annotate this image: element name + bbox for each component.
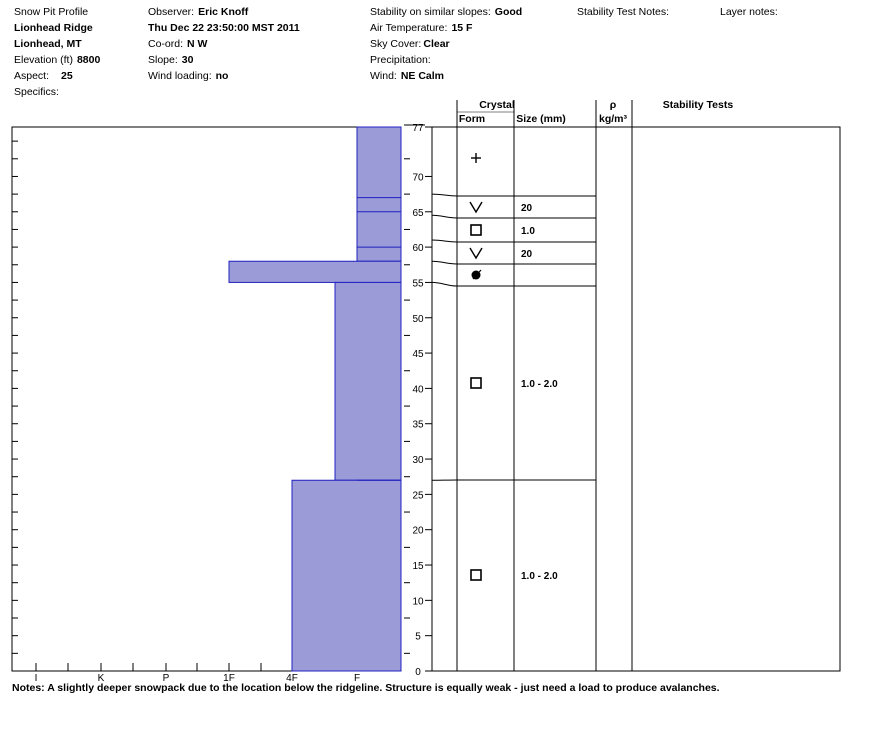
layer-table-frame [431, 126, 841, 672]
density-header: ρ [610, 99, 617, 111]
crystal-form-square-icon [470, 224, 482, 236]
stability-test-notes-label: Stability Test Notes: [577, 6, 670, 18]
crystal-size-value: 20 [521, 203, 533, 214]
depth-tick-label: 10 [412, 596, 424, 607]
wind-loading-label: Wind loading: [148, 70, 212, 82]
aspect-label: Aspect: [14, 70, 50, 82]
coord-label: Co-ord: [148, 38, 184, 50]
crystal-size-value: 1.0 [521, 226, 535, 237]
sky-cover-value: Clear [423, 38, 450, 50]
hardness-bar [228, 260, 402, 283]
specifics-label: Specifics: [14, 86, 59, 98]
hardness-bar [334, 281, 402, 481]
hardness-tick-label: I [35, 673, 38, 684]
crystal-size-value: 20 [521, 249, 533, 260]
depth-axis: 0 5 10 15 20 25 30 35 40 45 50 55 60 65 70 77 [404, 123, 433, 678]
depth-tick-label: 65 [412, 208, 424, 219]
stability-label: Stability on similar slopes: [370, 6, 491, 18]
size-header: Size (mm) [516, 113, 566, 125]
slope-field: Slope: 30 [148, 54, 193, 67]
depth-tick-label: 55 [412, 278, 424, 289]
density-unit: kg/m³ [599, 113, 628, 125]
stability-tests-header: Stability Tests [663, 99, 734, 111]
location-name: Lionhead Ridge [14, 22, 93, 34]
depth-tick-label: 25 [412, 490, 424, 501]
sky-cover-field: Sky Cover: Clear [370, 38, 450, 51]
stability-value: Good [494, 6, 523, 18]
hardness-bar [291, 479, 402, 672]
depth-tick-label: 45 [412, 349, 424, 360]
observer-label: Observer: [148, 6, 195, 18]
depth-tick-label: 5 [415, 632, 421, 643]
depth-tick-label: 70 [412, 172, 424, 183]
profile-title: Snow Pit Profile [14, 6, 89, 18]
wind-loading-value: no [215, 70, 229, 82]
crystal-form-square-icon [470, 569, 482, 581]
coord-field: Co-ord: N W [148, 38, 207, 51]
depth-tick-label: 0 [415, 667, 421, 678]
layer-notes-label: Layer notes: [720, 6, 778, 18]
elevation-field: Elevation (ft) 8800 [14, 54, 100, 67]
hardness-tick-label: K [98, 673, 105, 684]
air-temp-label: Air Temperature: [370, 22, 448, 34]
air-temp-value: 15 F [451, 22, 473, 34]
crystal-form-square-icon [470, 377, 482, 389]
slope-label: Slope: [148, 54, 178, 66]
crystal-size-value: 1.0 - 2.0 [521, 571, 558, 582]
depth-connector [431, 239, 458, 243]
hardness-bar [356, 126, 402, 262]
depth-tick-label: 35 [412, 420, 424, 431]
depth-tick-label: 50 [412, 314, 424, 325]
hardness-bars [228, 126, 402, 672]
depth-tick-label: 40 [412, 384, 424, 395]
depth-tick-label: 60 [412, 243, 424, 254]
observer-value: Eric Knoff [198, 6, 249, 18]
aspect-value: 25 [61, 70, 73, 82]
crystal-form-crust-icon [472, 269, 482, 280]
crystal-form-facet-icon [469, 247, 483, 260]
coord-value: N W [187, 38, 208, 50]
wind-loading-field: Wind loading: no [148, 70, 228, 83]
hardness-tick-label: 4F [286, 673, 298, 684]
sky-cover-label: Sky Cover: [370, 38, 422, 50]
depth-connector [431, 193, 458, 197]
depth-tick-label: 15 [412, 561, 424, 572]
hardness-tick-label: P [163, 673, 170, 684]
crystal-header: Crystal [479, 99, 515, 111]
elevation-label: Elevation (ft) [14, 54, 73, 66]
stability-field: Stability on similar slopes: Good [370, 6, 522, 19]
depth-connector [431, 260, 458, 265]
precipitation-label: Precipitation: [370, 54, 431, 66]
aspect-field: Aspect: 25 [14, 70, 73, 83]
depth-tick-label: 30 [412, 455, 424, 466]
crystal-size-value: 1.0 - 2.0 [521, 379, 558, 390]
wind-label: Wind: [370, 70, 397, 82]
wind-field: Wind: NE Calm [370, 70, 444, 83]
elevation-value: 8800 [76, 54, 101, 66]
depth-tick-label: 77 [412, 123, 424, 134]
region-name: Lionhead, MT [14, 38, 82, 50]
form-header: Form [459, 113, 485, 125]
air-temp-field: Air Temperature: 15 F [370, 22, 472, 35]
depth-connector [431, 214, 458, 219]
observation-datetime: Thu Dec 22 23:50:00 MST 2011 [148, 22, 300, 34]
layer-table: Crystal Form Size (mm) ρ kg/m³ Stability… [431, 99, 841, 672]
slope-value: 30 [181, 54, 194, 66]
hardness-tick-label: 1F [223, 673, 235, 684]
wind-value: NE Calm [400, 70, 445, 82]
depth-tick-label: 20 [412, 526, 424, 537]
hardness-tick-label: F [354, 673, 360, 684]
depth-connector [431, 281, 458, 287]
observer-field: Observer: Eric Knoff [148, 6, 248, 19]
notes: Notes: A slightly deeper snowpack due to… [12, 682, 720, 694]
crystal-form-facet-icon [469, 201, 483, 214]
